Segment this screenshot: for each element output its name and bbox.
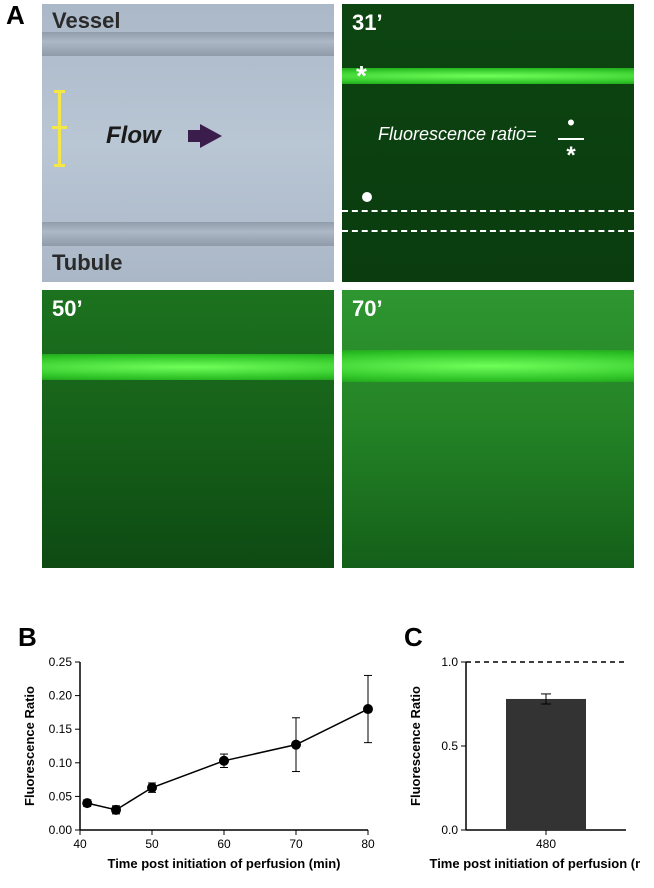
fluor-band-70 <box>342 350 634 382</box>
panel-b-chart: 0.00 0.05 0.10 0.15 0.20 0.25 40 50 60 70 80 Time p… <box>18 652 378 874</box>
panel-c-chart: 0.0 0.5 1.0 480 Time post initiation of perf… <box>404 652 640 874</box>
ratio-fraction-bar <box>558 138 584 140</box>
brightfield-panel: Vessel Tubule Flow <box>42 4 334 282</box>
fluor-panel-31: 31’ * Fluorescence ratio= • * <box>342 4 634 282</box>
panel-a-label: A <box>6 0 25 31</box>
ratio-numerator-dot-icon: • <box>558 110 584 136</box>
svg-text:40: 40 <box>73 837 87 851</box>
svg-text:0.25: 0.25 <box>49 655 73 669</box>
fluor-diffuse-50 <box>42 290 334 568</box>
svg-text:480: 480 <box>536 837 556 851</box>
panel-b-svg: 0.00 0.05 0.10 0.15 0.20 0.25 40 50 60 70 80 Time p… <box>18 652 378 874</box>
svg-text:0.05: 0.05 <box>49 789 73 803</box>
panel-c-label: C <box>404 622 423 653</box>
scalebar-cap-bot <box>54 164 65 167</box>
scalebar-mid-tick <box>52 126 67 129</box>
svg-text:70: 70 <box>289 837 303 851</box>
svg-text:Fluorescence Ratio: Fluorescence Ratio <box>22 686 37 806</box>
svg-text:0.0: 0.0 <box>441 823 458 837</box>
vessel-label: Vessel <box>52 8 121 34</box>
tubule-label: Tubule <box>52 250 122 276</box>
flow-label: Flow <box>106 122 161 150</box>
timestamp-31: 31’ <box>352 10 383 36</box>
scalebar-cap-top <box>54 90 65 93</box>
svg-text:0.5: 0.5 <box>441 739 458 753</box>
panel-a-grid: Vessel Tubule Flow 31’ * Fluorescence ra… <box>42 4 634 568</box>
svg-text:80: 80 <box>361 837 375 851</box>
vessel-stripe <box>42 32 334 56</box>
ratio-fraction: • * <box>558 110 584 170</box>
svg-text:60: 60 <box>217 837 231 851</box>
fluor-band-50 <box>42 354 334 380</box>
asterisk-marker: * <box>356 60 367 92</box>
svg-text:Fluorescence Ratio: Fluorescence Ratio <box>408 686 423 806</box>
tubule-stripe <box>42 222 334 246</box>
svg-text:Time post initiation of perfus: Time post initiation of perfusion (min) <box>107 856 340 871</box>
svg-text:Time post initiation of perfus: Time post initiation of perfusion (min) <box>429 856 640 871</box>
svg-text:50: 50 <box>145 837 159 851</box>
panel-c-svg: 0.0 0.5 1.0 480 Time post initiation of perf… <box>404 652 640 874</box>
dot-marker <box>362 192 372 202</box>
fluor-panel-50: 50’ <box>42 290 334 568</box>
ratio-denominator-asterisk-icon: * <box>558 142 584 170</box>
fluor-band-31 <box>342 68 634 84</box>
scalebar-vertical <box>58 92 61 166</box>
svg-text:0.15: 0.15 <box>49 722 73 736</box>
svg-text:0.00: 0.00 <box>49 823 73 837</box>
svg-text:1.0: 1.0 <box>441 655 458 669</box>
fluor-diffuse-70 <box>342 290 634 568</box>
fluor-panel-70: 70’ <box>342 290 634 568</box>
timestamp-50: 50’ <box>52 296 83 322</box>
tubule-dash-bot <box>342 230 634 232</box>
ratio-text: Fluorescence ratio= <box>378 124 537 145</box>
flow-arrow-icon <box>200 124 222 148</box>
tubule-dash-top <box>342 210 634 212</box>
timestamp-70: 70’ <box>352 296 383 322</box>
panel-b-label: B <box>18 622 37 653</box>
svg-text:0.20: 0.20 <box>49 689 73 703</box>
svg-text:0.10: 0.10 <box>49 756 73 770</box>
